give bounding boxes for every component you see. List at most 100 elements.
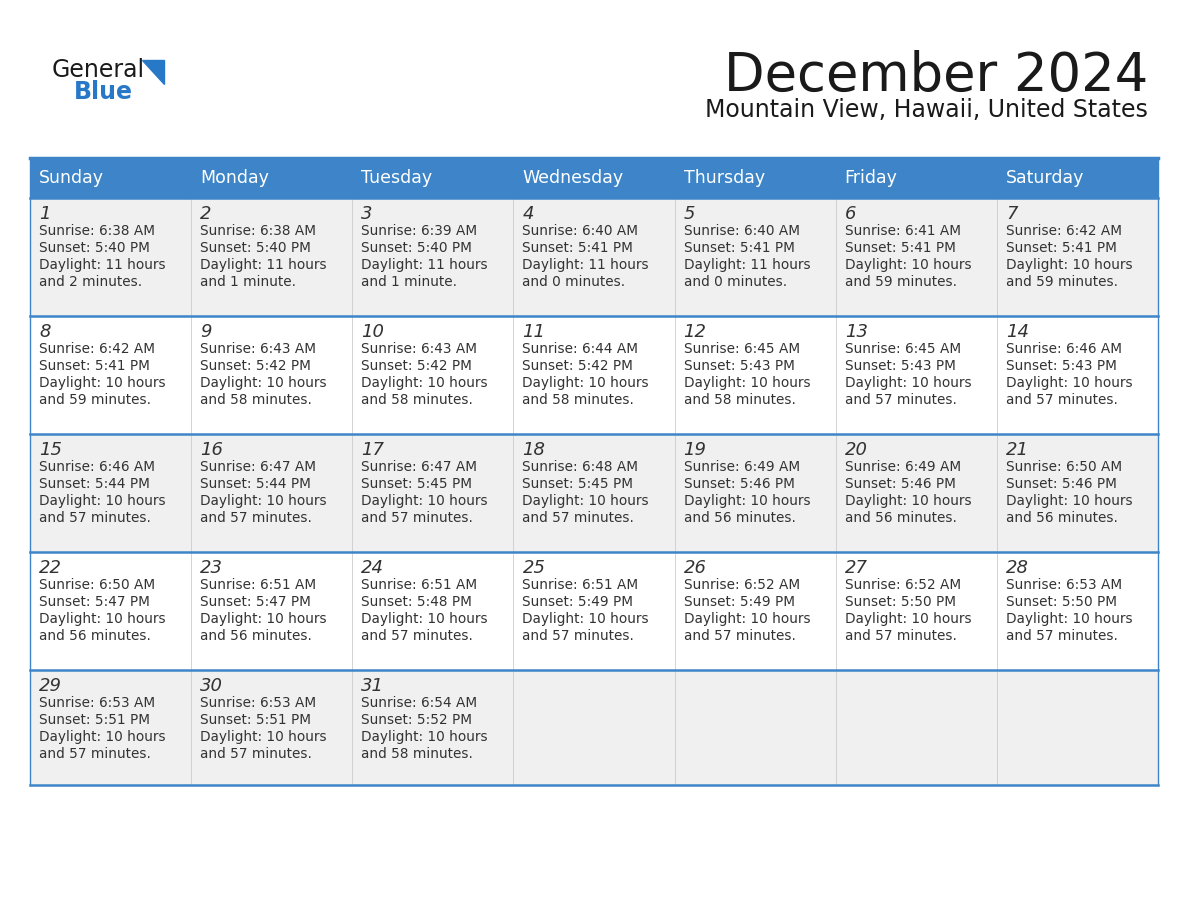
Text: Daylight: 10 hours: Daylight: 10 hours [200,494,327,508]
Text: Sunset: 5:51 PM: Sunset: 5:51 PM [39,713,150,727]
Bar [513,434,675,552]
Text: Sunrise: 6:53 AM: Sunrise: 6:53 AM [39,696,156,710]
Bar [675,158,835,198]
Text: 17: 17 [361,441,384,459]
Bar [835,552,997,670]
Text: and 59 minutes.: and 59 minutes. [845,275,956,289]
Text: Sunrise: 6:47 AM: Sunrise: 6:47 AM [200,460,316,474]
Bar [513,552,675,670]
Text: Sunrise: 6:52 AM: Sunrise: 6:52 AM [845,578,961,592]
Text: and 59 minutes.: and 59 minutes. [39,393,151,407]
Text: December 2024: December 2024 [723,50,1148,102]
Text: and 57 minutes.: and 57 minutes. [523,629,634,643]
Text: Daylight: 10 hours: Daylight: 10 hours [361,376,488,390]
Text: 10: 10 [361,323,384,341]
Text: and 1 minute.: and 1 minute. [361,275,457,289]
Text: 28: 28 [1006,559,1029,577]
Text: and 56 minutes.: and 56 minutes. [1006,511,1118,525]
Text: 30: 30 [200,677,223,695]
Bar [675,316,835,434]
Bar [353,670,513,785]
Text: 12: 12 [683,323,707,341]
Text: Sunset: 5:50 PM: Sunset: 5:50 PM [845,595,955,609]
Text: General: General [52,58,145,82]
Text: and 57 minutes.: and 57 minutes. [361,511,473,525]
Bar [675,198,835,316]
Text: Daylight: 10 hours: Daylight: 10 hours [845,612,972,626]
Bar [30,198,191,316]
Text: Daylight: 10 hours: Daylight: 10 hours [845,494,972,508]
Text: and 57 minutes.: and 57 minutes. [683,629,796,643]
Text: 15: 15 [39,441,62,459]
Text: 25: 25 [523,559,545,577]
Bar [835,434,997,552]
Text: Daylight: 10 hours: Daylight: 10 hours [683,376,810,390]
Text: Daylight: 11 hours: Daylight: 11 hours [683,258,810,272]
Text: and 57 minutes.: and 57 minutes. [200,747,312,761]
Text: Sunset: 5:48 PM: Sunset: 5:48 PM [361,595,472,609]
Text: Daylight: 10 hours: Daylight: 10 hours [200,376,327,390]
Text: Sunrise: 6:42 AM: Sunrise: 6:42 AM [39,342,154,356]
Text: and 57 minutes.: and 57 minutes. [845,629,956,643]
Text: Sunrise: 6:51 AM: Sunrise: 6:51 AM [361,578,478,592]
Text: 24: 24 [361,559,384,577]
Text: Sunset: 5:40 PM: Sunset: 5:40 PM [361,241,472,255]
Text: Tuesday: Tuesday [361,169,432,187]
Text: Wednesday: Wednesday [523,169,624,187]
Text: and 59 minutes.: and 59 minutes. [1006,275,1118,289]
Text: 11: 11 [523,323,545,341]
Text: Saturday: Saturday [1006,169,1085,187]
Text: and 2 minutes.: and 2 minutes. [39,275,143,289]
Text: Sunrise: 6:50 AM: Sunrise: 6:50 AM [1006,460,1121,474]
Text: and 58 minutes.: and 58 minutes. [683,393,796,407]
Text: 23: 23 [200,559,223,577]
Bar [835,198,997,316]
Text: 3: 3 [361,205,373,223]
Text: and 57 minutes.: and 57 minutes. [845,393,956,407]
Bar [513,198,675,316]
Text: Sunset: 5:49 PM: Sunset: 5:49 PM [523,595,633,609]
Text: 19: 19 [683,441,707,459]
Text: Daylight: 11 hours: Daylight: 11 hours [200,258,327,272]
Text: 9: 9 [200,323,211,341]
Bar [353,316,513,434]
Text: 14: 14 [1006,323,1029,341]
Text: and 57 minutes.: and 57 minutes. [1006,629,1118,643]
Text: 18: 18 [523,441,545,459]
Text: Sunrise: 6:52 AM: Sunrise: 6:52 AM [683,578,800,592]
Text: Sunset: 5:42 PM: Sunset: 5:42 PM [523,359,633,373]
Text: Sunrise: 6:51 AM: Sunrise: 6:51 AM [200,578,316,592]
Text: Daylight: 10 hours: Daylight: 10 hours [361,612,488,626]
Text: Daylight: 10 hours: Daylight: 10 hours [845,258,972,272]
Text: Sunset: 5:41 PM: Sunset: 5:41 PM [683,241,795,255]
Text: 4: 4 [523,205,533,223]
Text: Sunrise: 6:54 AM: Sunrise: 6:54 AM [361,696,478,710]
Text: Daylight: 10 hours: Daylight: 10 hours [523,612,649,626]
Text: 27: 27 [845,559,867,577]
Text: Sunset: 5:47 PM: Sunset: 5:47 PM [200,595,311,609]
Text: Sunrise: 6:53 AM: Sunrise: 6:53 AM [200,696,316,710]
Bar [675,552,835,670]
Text: Daylight: 10 hours: Daylight: 10 hours [1006,494,1132,508]
Bar [997,316,1158,434]
Bar [30,434,191,552]
Text: and 56 minutes.: and 56 minutes. [845,511,956,525]
Text: Sunrise: 6:49 AM: Sunrise: 6:49 AM [683,460,800,474]
Text: Daylight: 10 hours: Daylight: 10 hours [39,494,165,508]
Text: Sunset: 5:47 PM: Sunset: 5:47 PM [39,595,150,609]
Bar [997,670,1158,785]
Bar [30,316,191,434]
Text: Sunset: 5:44 PM: Sunset: 5:44 PM [200,477,311,491]
Text: Sunset: 5:42 PM: Sunset: 5:42 PM [200,359,311,373]
Text: and 57 minutes.: and 57 minutes. [523,511,634,525]
Text: Daylight: 10 hours: Daylight: 10 hours [361,494,488,508]
Text: Daylight: 10 hours: Daylight: 10 hours [361,730,488,744]
Text: Sunset: 5:45 PM: Sunset: 5:45 PM [523,477,633,491]
Bar [191,316,353,434]
Bar [513,670,675,785]
Text: Mountain View, Hawaii, United States: Mountain View, Hawaii, United States [706,98,1148,122]
Text: Daylight: 10 hours: Daylight: 10 hours [200,612,327,626]
Text: Daylight: 11 hours: Daylight: 11 hours [523,258,649,272]
Text: Daylight: 10 hours: Daylight: 10 hours [1006,376,1132,390]
Text: and 57 minutes.: and 57 minutes. [200,511,312,525]
